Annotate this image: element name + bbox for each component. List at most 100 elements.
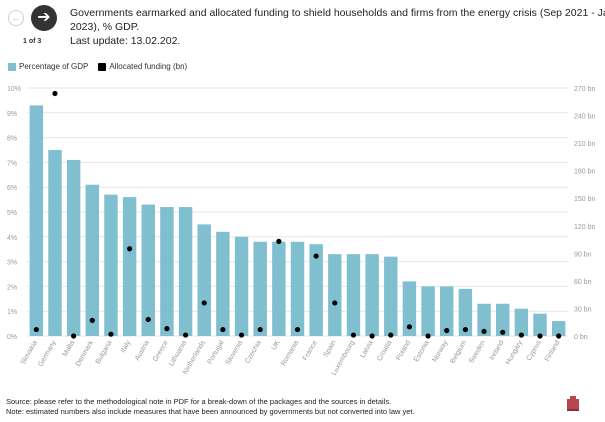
x-tick-label: Hungary xyxy=(505,339,525,366)
bar xyxy=(197,224,211,336)
bar xyxy=(514,308,529,336)
x-tick-label: Lithuania xyxy=(168,339,188,367)
funding-point xyxy=(145,316,151,323)
y-right-tick-label: 270 bn xyxy=(574,86,596,93)
y-left-tick-label: 4% xyxy=(7,235,17,242)
y-right-tick-label: 150 bn xyxy=(574,196,596,203)
y-left-tick-label: 3% xyxy=(7,260,17,267)
funding-point xyxy=(369,333,375,339)
bar xyxy=(533,313,547,336)
funding-point xyxy=(481,328,487,335)
legend-label-funding: Allocated funding (bn) xyxy=(109,62,188,71)
x-tick-label: Estonia xyxy=(413,339,431,363)
x-tick-label: Spain xyxy=(323,339,338,358)
bar xyxy=(216,231,230,336)
bar xyxy=(402,281,417,336)
bar xyxy=(458,288,473,336)
bar xyxy=(104,194,118,336)
x-tick-label: Portugal xyxy=(207,339,226,365)
x-tick-label: Cyprus xyxy=(526,339,543,362)
funding-point xyxy=(108,331,114,337)
x-tick-label: Finland xyxy=(544,339,562,362)
bar xyxy=(122,197,137,336)
bar xyxy=(272,241,286,336)
funding-point xyxy=(406,324,413,330)
bar xyxy=(551,321,566,336)
bar xyxy=(346,254,361,336)
x-tick-label: Croatia xyxy=(376,339,393,362)
x-tick-label: Bulgaria xyxy=(95,339,114,365)
legend: Percentage of GDP Allocated funding (bn) xyxy=(8,62,187,71)
y-left-tick-label: 6% xyxy=(7,185,17,192)
bar xyxy=(29,105,44,336)
funding-point xyxy=(127,246,133,252)
x-tick-label: Greece xyxy=(152,339,170,362)
y-right-tick-label: 90 bn xyxy=(574,251,592,258)
bar xyxy=(253,241,267,336)
funding-point xyxy=(52,90,58,97)
y-left-tick-label: 7% xyxy=(7,160,17,167)
bar xyxy=(66,159,81,336)
funding-point xyxy=(500,329,506,335)
arrow-left-icon: ← xyxy=(11,13,21,23)
y-right-tick-label: 210 bn xyxy=(574,141,596,148)
bar xyxy=(234,236,249,336)
funding-point xyxy=(462,326,468,333)
bar xyxy=(477,303,491,336)
y-left-tick-label: 9% xyxy=(7,111,17,118)
legend-label-gdp: Percentage of GDP xyxy=(19,62,89,71)
x-tick-label: Austria xyxy=(134,339,151,361)
funding-point xyxy=(201,300,207,306)
footer: Source: please refer to the methodologic… xyxy=(6,397,415,417)
x-tick-label: Slovakia xyxy=(20,339,39,366)
chart: 0% 1% 2% 3% 4% 5% 6% 7% 8% 9% 10% 0 bn 30 bn 60 bn 90 … xyxy=(7,86,596,377)
next-page-button[interactable]: ➔ xyxy=(31,5,57,31)
bar xyxy=(495,303,510,336)
y-right-tick-label: 240 bn xyxy=(574,114,596,121)
funding-point xyxy=(220,326,226,333)
title-line-1: Governments earmarked and allocated fund… xyxy=(70,7,605,19)
funding-point xyxy=(164,326,170,332)
funding-point xyxy=(388,332,394,338)
x-tick-label: Belgium xyxy=(449,339,468,365)
funding-point xyxy=(556,333,562,339)
funding-point xyxy=(89,317,95,323)
funding-point xyxy=(313,253,319,259)
legend-bar-swatch xyxy=(8,62,16,71)
y-right-tick-label: 0 bn xyxy=(574,334,588,341)
page-counter: 1 of 3 xyxy=(23,38,42,45)
bar xyxy=(178,207,193,336)
x-tick-label: Slovenia xyxy=(225,339,245,366)
x-tick-label: Sweden xyxy=(468,339,487,364)
y-left-tick-label: 0% xyxy=(7,334,17,341)
funding-point xyxy=(537,333,543,339)
prev-page-button[interactable]: ← xyxy=(8,10,24,26)
title-line-2: 2023), % GDP. xyxy=(70,21,140,33)
y-left-tick-label: 1% xyxy=(7,309,17,316)
funding-point xyxy=(33,326,39,333)
funding-point xyxy=(238,332,245,338)
y-right-tick-label: 30 bn xyxy=(574,306,592,313)
x-tick-label: Italy xyxy=(120,339,133,354)
x-tick-label: Czechia xyxy=(244,339,263,364)
x-tick-label: Norway xyxy=(432,339,450,363)
estimate-note: Note: estimated numbers also include mea… xyxy=(6,407,415,416)
funding-point xyxy=(182,332,189,338)
bar xyxy=(440,286,454,336)
legend-dot-swatch xyxy=(98,62,107,71)
y-left-tick-label: 10% xyxy=(7,86,21,93)
x-tick-label: Romania xyxy=(280,339,300,367)
y-left-tick-label: 8% xyxy=(7,136,17,143)
y-left-tick-label: 5% xyxy=(7,210,17,217)
funding-point xyxy=(294,326,301,333)
source-note: Source: please refer to the methodologic… xyxy=(6,397,392,406)
funding-point xyxy=(71,333,77,339)
bar xyxy=(384,256,398,336)
x-tick-label: UK xyxy=(271,339,282,351)
bar xyxy=(328,254,342,336)
title-line-3: Last update: 13.02.202. xyxy=(70,35,181,47)
funding-point xyxy=(425,333,431,339)
bar xyxy=(85,184,100,336)
y-right-tick-label: 120 bn xyxy=(574,224,596,231)
funding-point xyxy=(257,326,263,333)
